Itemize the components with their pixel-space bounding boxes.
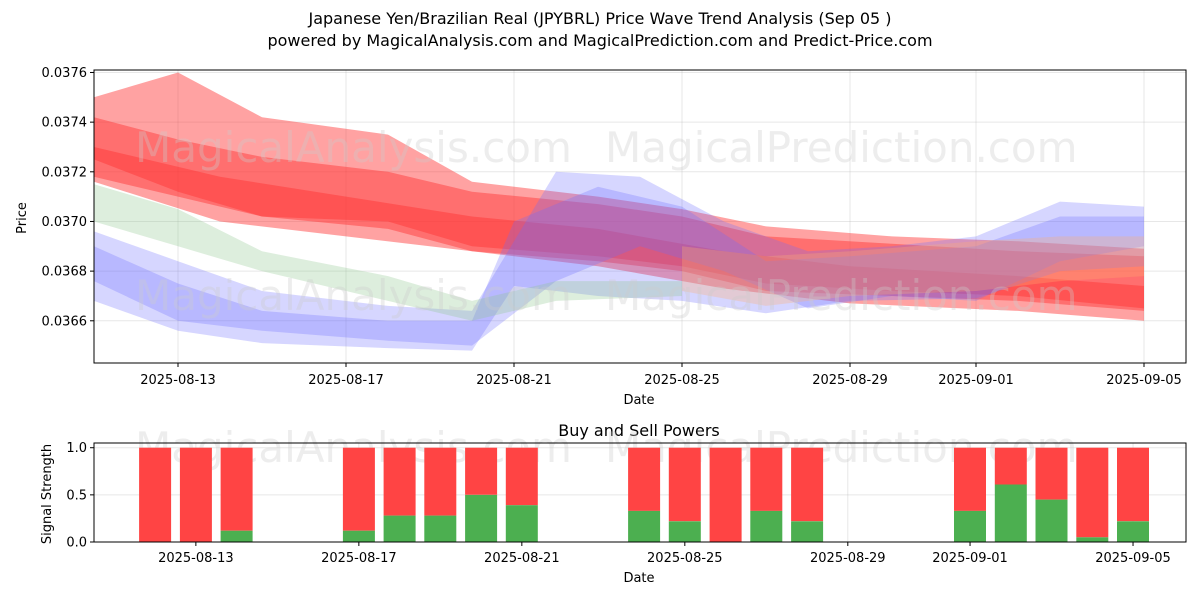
- price-wave-bands: [94, 72, 1144, 351]
- buy-bar: [791, 521, 824, 542]
- price-y-tick-label: 0.0368: [42, 265, 88, 280]
- price-x-tick-label: 2025-08-17: [308, 373, 384, 388]
- buy-bar: [505, 505, 538, 542]
- chart-title: Japanese Yen/Brazilian Real (JPYBRL) Pri…: [308, 9, 892, 28]
- watermark-top-right: MagicalPrediction.com: [605, 123, 1078, 172]
- buy-bar: [465, 494, 498, 542]
- price-y-tick-label: 0.0376: [42, 66, 88, 81]
- sell-bar: [628, 447, 661, 511]
- buy-sell-x-tick-label: 2025-08-17: [321, 551, 397, 566]
- sell-bar: [791, 447, 824, 522]
- buy-sell-x-tick-label: 2025-09-05: [1095, 551, 1171, 566]
- buy-bar: [1117, 521, 1149, 542]
- buy-sell-x-tick-label: 2025-09-01: [932, 551, 1008, 566]
- buy-bar: [424, 515, 457, 542]
- buy-bar: [220, 530, 253, 542]
- price-plot-border: [93, 69, 1187, 364]
- sell-bar: [505, 447, 538, 506]
- sell-bar: [139, 447, 172, 542]
- buy-sell-x-ticks: 2025-08-13 2025-08-17 2025-08-21 2025-08-25…: [158, 542, 1171, 566]
- buy-sell-bars: [139, 447, 1149, 542]
- price-y-axis-label: Price: [15, 202, 30, 234]
- buy-sell-plot-border: [93, 442, 1187, 543]
- price-x-tick-label: 2025-09-01: [938, 373, 1014, 388]
- price-y-ticks: 0.0366 0.0368 0.0370 0.0372 0.0374 0.0376: [42, 66, 94, 329]
- wave-band-red-2: [94, 147, 1144, 321]
- buy-sell-chart: Buy and Sell Powers MagicalAnalysis.com …: [40, 421, 1187, 586]
- buy-sell-x-tick-label: 2025-08-21: [484, 551, 560, 566]
- wave-band-red-1: [94, 72, 1144, 309]
- sell-bar: [179, 447, 212, 542]
- buy-sell-x-tick-label: 2025-08-13: [158, 551, 234, 566]
- buy-bar: [342, 530, 375, 542]
- sell-bar: [750, 447, 783, 511]
- buy-sell-x-tick-label: 2025-08-29: [810, 551, 886, 566]
- price-grid: [94, 70, 1186, 363]
- price-plot-area: [94, 70, 1186, 363]
- buy-bar: [383, 515, 416, 542]
- price-x-tick-label: 2025-08-13: [140, 373, 216, 388]
- sell-bar: [954, 447, 986, 511]
- sell-bar: [465, 447, 498, 495]
- sell-bar: [1117, 447, 1149, 522]
- sell-bar: [342, 447, 375, 531]
- price-x-tick-label: 2025-09-05: [1106, 373, 1182, 388]
- price-x-tick-label: 2025-08-29: [812, 373, 888, 388]
- sell-bar: [1035, 447, 1068, 500]
- sell-bar: [994, 447, 1027, 485]
- buy-sell-y-axis-label: Signal Strength: [40, 444, 55, 544]
- price-wave-chart: MagicalAnalysis.com MagicalPrediction.co…: [15, 66, 1187, 408]
- watermark-top-left: MagicalAnalysis.com: [135, 123, 572, 172]
- sell-bar: [220, 447, 253, 531]
- buy-bar: [1035, 499, 1068, 542]
- buy-bar: [668, 521, 701, 542]
- buy-bar: [1076, 537, 1109, 542]
- buy-sell-y-tick-label: 1.0: [66, 441, 87, 456]
- price-y-tick-label: 0.0366: [42, 314, 88, 329]
- chart-subtitle: powered by MagicalAnalysis.com and Magic…: [267, 31, 933, 50]
- buy-bar: [994, 484, 1027, 542]
- buy-sell-y-tick-label: 0.0: [66, 536, 87, 551]
- price-x-axis-label: Date: [623, 393, 654, 408]
- buy-sell-title: Buy and Sell Powers: [558, 421, 720, 440]
- buy-bar: [628, 510, 661, 542]
- price-y-tick-label: 0.0372: [42, 165, 88, 180]
- wave-band-orange-6: [682, 236, 1144, 306]
- buy-bar: [750, 510, 783, 542]
- sell-bar: [668, 447, 701, 522]
- price-y-tick-label: 0.0374: [42, 116, 88, 131]
- price-y-tick-label: 0.0370: [42, 215, 88, 230]
- wave-band-blue-3: [94, 186, 1144, 351]
- watermark-mid-left: MagicalAnalysis.com: [135, 271, 572, 320]
- watermark-mid-right: MagicalPrediction.com: [605, 271, 1078, 320]
- buy-sell-y-ticks: 0.0 0.5 1.0: [66, 441, 94, 551]
- buy-sell-x-tick-label: 2025-08-25: [647, 551, 723, 566]
- sell-bar: [709, 447, 742, 542]
- wave-band-green-5: [94, 184, 682, 321]
- buy-sell-x-axis-label: Date: [623, 571, 654, 586]
- sell-bar: [383, 447, 416, 516]
- wave-band-blue-4: [94, 171, 1144, 346]
- sell-bar: [424, 447, 457, 516]
- sell-bar: [1076, 447, 1109, 538]
- wave-band-red-0: [94, 117, 1144, 311]
- buy-bar: [954, 510, 986, 542]
- price-x-tick-label: 2025-08-21: [476, 373, 552, 388]
- buy-sell-y-tick-label: 0.5: [66, 488, 87, 503]
- price-x-tick-label: 2025-08-25: [644, 373, 720, 388]
- price-x-ticks: 2025-08-13 2025-08-17 2025-08-21 2025-08-25…: [140, 363, 1182, 388]
